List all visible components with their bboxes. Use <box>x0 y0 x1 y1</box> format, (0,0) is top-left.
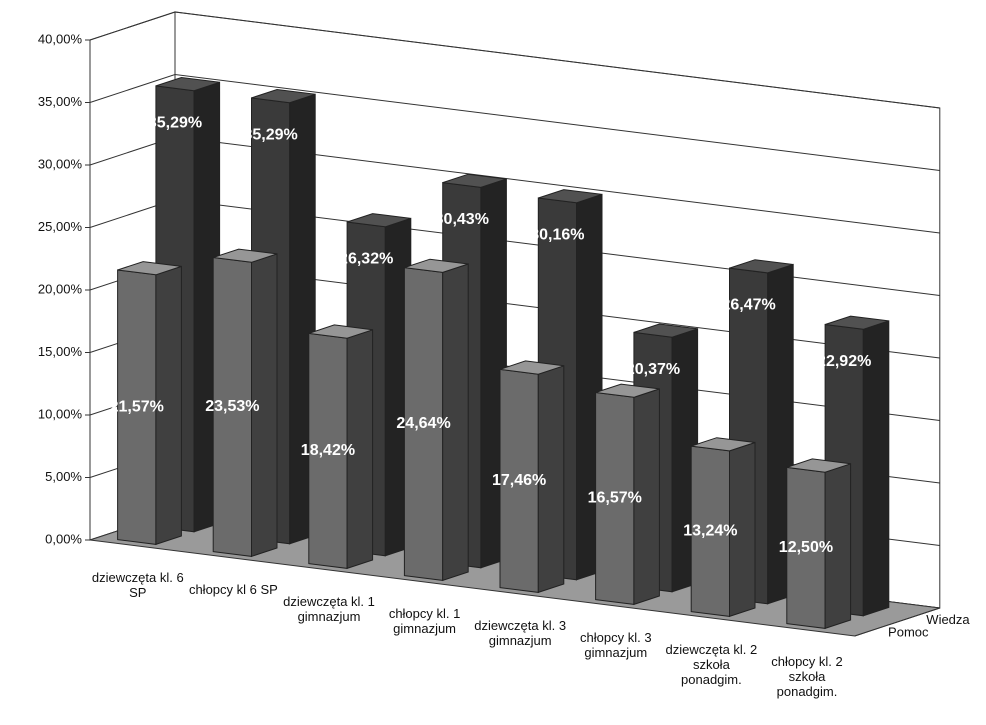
bar-top <box>155 76 220 92</box>
value-label: 23,53% <box>205 398 259 415</box>
bar-top <box>442 173 507 188</box>
y-tick-label: 25,00% <box>38 219 83 234</box>
value-label: 13,24% <box>683 522 737 539</box>
bar-top <box>824 315 889 330</box>
value-label: 26,32% <box>339 251 393 268</box>
x-tick-label: chłopcy kl 6 SP <box>188 582 278 597</box>
value-label: 12,50% <box>779 539 833 556</box>
x-tick-label: chłopcy kl. 3 gimnazjum <box>580 630 652 660</box>
value-label: 18,42% <box>301 442 355 459</box>
bar-top <box>633 323 698 338</box>
value-label: 22,92% <box>817 353 871 370</box>
x-tick-label: chłopcy kl. 2 szkoła ponadgim. <box>771 654 843 699</box>
bar-top <box>251 88 316 104</box>
y-tick-label: 10,00% <box>38 406 83 421</box>
bar-top <box>499 360 564 375</box>
value-label: 35,29% <box>243 126 297 143</box>
bar-top <box>786 458 851 473</box>
grid-line <box>89 73 940 171</box>
grid-line <box>89 11 940 109</box>
x-tick-label: dziewczęta kl. 6 SP <box>91 570 184 600</box>
x-tick-label: dziewczęta kl. 1 gimnazjum <box>283 594 375 624</box>
bar-top <box>213 248 278 263</box>
legend-label: Pomoc <box>888 624 929 639</box>
bar-top <box>117 261 182 276</box>
value-label: 26,47% <box>721 297 775 314</box>
value-label: 21,57% <box>110 398 164 415</box>
value-label: 30,43% <box>435 211 489 228</box>
value-label: 35,29% <box>148 114 202 131</box>
x-tick-label: dziewczęta kl. 2 szkoła ponadgim. <box>665 642 758 687</box>
bar-top <box>729 259 794 274</box>
y-tick-label: 15,00% <box>38 344 83 359</box>
value-label: 24,64% <box>396 415 450 432</box>
x-tick-label: chłopcy kl. 1 gimnazjum <box>388 606 461 636</box>
value-label: 16,57% <box>588 490 642 507</box>
y-tick-label: 0,00% <box>45 531 82 546</box>
bar-top <box>595 383 660 398</box>
legend-label: Wiedza <box>926 612 970 627</box>
depth-axis <box>854 607 940 637</box>
y-tick-label: 5,00% <box>45 469 82 484</box>
bar-top <box>308 324 373 339</box>
bar-top <box>404 258 469 273</box>
bar-top <box>691 437 756 452</box>
y-tick-label: 40,00% <box>38 31 83 46</box>
bar-top <box>346 213 411 228</box>
value-label: 17,46% <box>492 472 546 489</box>
value-label: 30,16% <box>530 227 584 244</box>
y-tick-label: 35,00% <box>38 94 83 109</box>
y-tick-label: 20,00% <box>38 281 83 296</box>
y-tick-label: 30,00% <box>38 156 83 171</box>
x-tick-label: dziewczęta kl. 3 gimnazjum <box>474 618 567 648</box>
value-label: 20,37% <box>626 361 680 378</box>
bar-top <box>538 189 603 204</box>
